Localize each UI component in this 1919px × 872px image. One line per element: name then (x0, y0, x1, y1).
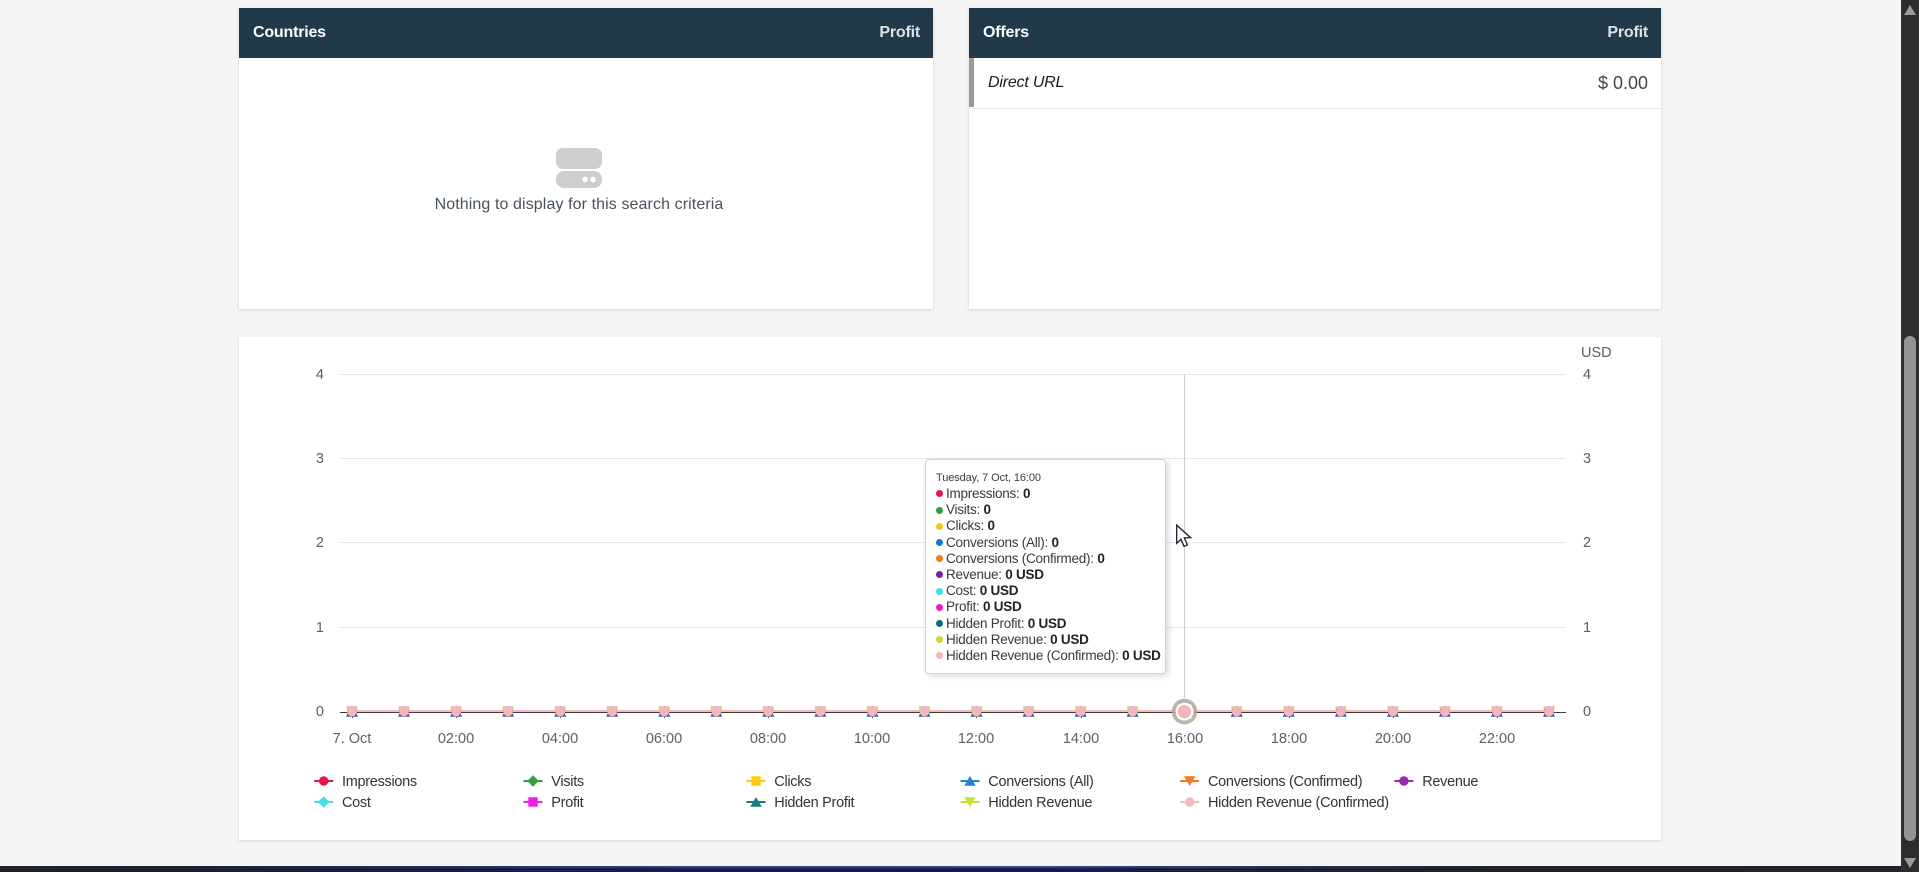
svg-text:16:00: 16:00 (1167, 731, 1203, 747)
svg-text:20:00: 20:00 (1375, 731, 1411, 747)
svg-text:Clicks: Clicks (774, 774, 811, 790)
svg-text:Profit: Profit (551, 795, 583, 811)
svg-text:3: 3 (316, 451, 324, 467)
svg-text:7. Oct: 7. Oct (333, 731, 372, 747)
svg-text:Hidden Revenue: Hidden Revenue (988, 795, 1092, 811)
svg-text:4: 4 (1583, 367, 1591, 383)
svg-text:USD: USD (1581, 345, 1612, 361)
svg-text:Hidden Profit: Hidden Profit (774, 795, 854, 811)
svg-text:Impressions: Impressions (342, 774, 417, 790)
svg-text:Conversions (All): Conversions (All) (988, 774, 1093, 790)
svg-text:3: 3 (1583, 451, 1591, 467)
svg-text:02:00: 02:00 (438, 731, 474, 747)
svg-text:Revenue: Revenue (1422, 774, 1478, 790)
svg-text:Conversions (Confirmed): Conversions (Confirmed) (1208, 774, 1362, 790)
svg-text:22:00: 22:00 (1479, 731, 1515, 747)
svg-text:06:00: 06:00 (646, 731, 682, 747)
svg-text:Hidden Revenue (Confirmed): Hidden Revenue (Confirmed) (1208, 795, 1389, 811)
svg-text:0: 0 (1583, 704, 1591, 720)
svg-text:1: 1 (316, 620, 324, 636)
svg-text:2: 2 (1583, 535, 1591, 551)
svg-text:Cost: Cost (342, 795, 371, 811)
svg-text:4: 4 (316, 367, 324, 383)
svg-text:08:00: 08:00 (750, 731, 786, 747)
svg-text:10:00: 10:00 (854, 731, 890, 747)
svg-text:1: 1 (1583, 620, 1591, 636)
svg-text:12:00: 12:00 (958, 731, 994, 747)
svg-text:04:00: 04:00 (542, 731, 578, 747)
svg-text:14:00: 14:00 (1063, 731, 1099, 747)
svg-text:2: 2 (316, 535, 324, 551)
svg-text:0: 0 (316, 704, 324, 720)
svg-text:Visits: Visits (551, 774, 584, 790)
svg-text:18:00: 18:00 (1271, 731, 1307, 747)
